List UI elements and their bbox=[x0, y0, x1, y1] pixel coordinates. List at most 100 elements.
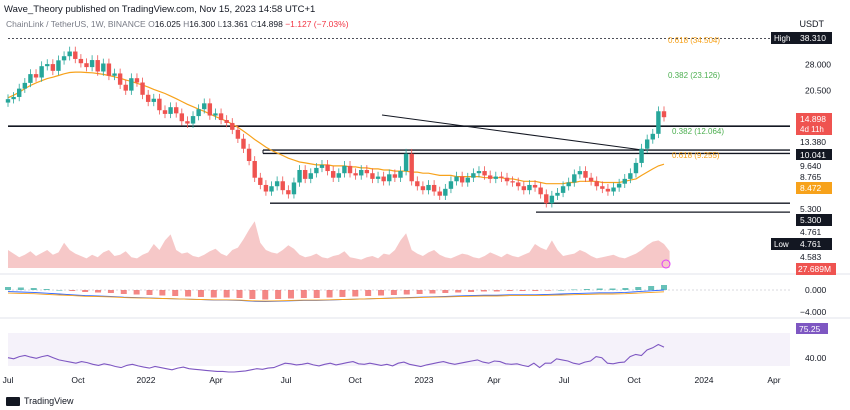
macd-histogram-bar bbox=[275, 290, 282, 299]
candle-body bbox=[353, 173, 358, 176]
rsi-current-label: 75.25 bbox=[799, 324, 821, 334]
macd-histogram-bar bbox=[455, 290, 462, 293]
label-5300-b-bg bbox=[796, 214, 832, 226]
price-tick-28000: 28.000 bbox=[805, 60, 831, 70]
candle-body bbox=[656, 111, 661, 134]
label-5300-a-bg bbox=[796, 203, 832, 215]
candle-body bbox=[510, 181, 515, 183]
candle-body bbox=[431, 184, 437, 192]
candle-body bbox=[527, 184, 532, 191]
macd-histogram-bar bbox=[403, 290, 410, 295]
candle-body bbox=[381, 176, 386, 182]
candle-body bbox=[622, 178, 627, 184]
candle-body bbox=[280, 181, 285, 191]
footer: TradingView bbox=[6, 396, 74, 406]
candle-body bbox=[302, 169, 308, 179]
macd-histogram-bar bbox=[609, 288, 616, 290]
candle-body bbox=[224, 120, 229, 123]
rsi-current-box bbox=[796, 323, 828, 334]
macd-histogram-bar bbox=[352, 290, 359, 297]
candle-body bbox=[112, 73, 117, 76]
label-current-bg bbox=[796, 113, 832, 135]
x-axis-label: Apr bbox=[767, 375, 780, 385]
label-low-bg bbox=[796, 238, 832, 250]
macd-histogram-bar bbox=[95, 290, 102, 293]
low-label: L bbox=[217, 19, 223, 29]
candle-body bbox=[207, 103, 213, 116]
candle-body bbox=[134, 78, 140, 83]
candle-body bbox=[196, 109, 201, 117]
macd-histogram-bar bbox=[236, 290, 243, 298]
candle-body bbox=[487, 175, 493, 179]
x-axis-label: Oct bbox=[348, 375, 362, 385]
candle-body bbox=[230, 122, 235, 130]
candle-body bbox=[650, 133, 655, 140]
label-high-tag: High bbox=[774, 34, 790, 43]
candle-body bbox=[482, 171, 487, 176]
candle-body bbox=[549, 195, 555, 204]
candle-body bbox=[123, 84, 128, 91]
macd-histogram-bar bbox=[146, 290, 153, 295]
macd-histogram-bar bbox=[365, 290, 372, 296]
macd-histogram-bar bbox=[416, 290, 423, 294]
candle-body bbox=[73, 51, 78, 59]
candle-body bbox=[516, 182, 521, 187]
candle-body bbox=[241, 138, 246, 149]
macd-histogram-bar bbox=[133, 290, 140, 295]
symbol-title[interactable]: ChainLink / TetherUS, 1W, BINANCE bbox=[6, 19, 146, 29]
macd-histogram-bar bbox=[120, 290, 127, 294]
label-4583: 4.583 bbox=[800, 252, 822, 262]
open-value: 16.025 bbox=[154, 19, 181, 29]
label-high: 38.310 bbox=[800, 33, 826, 43]
candle-body bbox=[17, 88, 22, 97]
volume-label: 27.689M bbox=[798, 264, 831, 274]
candle-body bbox=[521, 186, 527, 191]
fib-label-0618-top: 0.618 (34.504) bbox=[668, 36, 720, 45]
candle-body bbox=[95, 60, 100, 72]
candle-body bbox=[493, 176, 498, 179]
candle-body bbox=[213, 113, 218, 116]
candle-body bbox=[476, 171, 482, 174]
candle-body bbox=[314, 167, 319, 174]
candle-body bbox=[471, 173, 476, 178]
label-ema: 8.472 bbox=[800, 183, 822, 193]
candle-body bbox=[145, 94, 151, 102]
candle-body bbox=[504, 177, 510, 182]
label-4761-bg bbox=[796, 226, 832, 238]
candle-body bbox=[459, 176, 465, 183]
candle-body bbox=[162, 110, 168, 114]
x-axis-label: 2022 bbox=[137, 375, 156, 385]
macd-histogram-bar bbox=[480, 290, 487, 292]
candle-body bbox=[263, 184, 269, 192]
macd-histogram-bar bbox=[185, 290, 192, 297]
candle-body bbox=[572, 174, 577, 183]
candle-body bbox=[560, 186, 566, 193]
candle-body bbox=[583, 171, 588, 178]
candle-body bbox=[544, 194, 549, 204]
candle-body bbox=[639, 148, 644, 163]
fib-label-0382-mid: 0.382 (12.064) bbox=[672, 127, 724, 136]
tradingview-logo-icon bbox=[6, 396, 20, 406]
label-9640: 9.640 bbox=[800, 161, 822, 171]
candle-body bbox=[403, 153, 409, 172]
macd-histogram-bar bbox=[635, 287, 642, 290]
candle-body bbox=[218, 113, 224, 121]
macd-histogram-bar bbox=[56, 290, 63, 291]
close-label: C bbox=[250, 19, 257, 29]
candle-body bbox=[28, 74, 33, 83]
currency-label: USDT bbox=[799, 19, 825, 29]
candle-body bbox=[297, 169, 302, 183]
label-ema-bg bbox=[796, 182, 832, 194]
candle-body bbox=[644, 139, 650, 149]
macd-histogram-bar bbox=[583, 289, 590, 290]
macd-histogram-bar bbox=[107, 290, 114, 293]
label-low-tag: Low bbox=[774, 240, 789, 249]
candle-body bbox=[252, 161, 257, 178]
x-axis-label: Jul bbox=[281, 375, 292, 385]
macd-histogram-bar bbox=[661, 285, 667, 290]
label-10041-bg bbox=[796, 149, 832, 161]
macd-histogram-bar bbox=[648, 286, 655, 290]
macd-histogram-bar bbox=[69, 290, 76, 291]
candle-body bbox=[594, 181, 599, 187]
